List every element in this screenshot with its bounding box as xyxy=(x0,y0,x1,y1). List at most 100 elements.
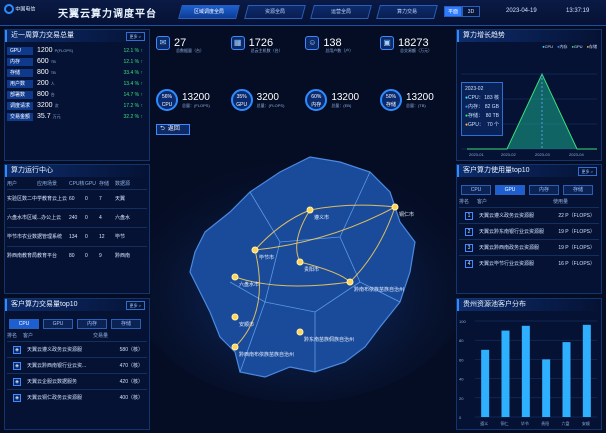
table-cell: 4 xyxy=(99,215,102,221)
series-dot-icon: ● xyxy=(465,113,469,119)
tooltip-row: ● GPU： 70 个 xyxy=(465,122,499,128)
bar[interactable] xyxy=(521,325,530,417)
more-button[interactable]: 更多 > xyxy=(125,32,145,41)
arrow-up-icon: ↑ xyxy=(139,113,143,120)
nav-trade[interactable]: 算力交易 xyxy=(376,5,438,19)
gauge-label: 总量：(EB) xyxy=(331,102,352,108)
list-item[interactable]: ◈ 天翼云黔西南银行业云资... 470（核） xyxy=(7,357,147,373)
tooltip-row: ● CPU： 183 核 xyxy=(465,95,499,101)
bar[interactable] xyxy=(501,330,510,417)
nav-resource[interactable]: 资源全局 xyxy=(244,5,306,19)
tab-storage[interactable]: 存储 xyxy=(563,185,593,195)
trade-stat-row: GPU 1200 P(FLOPS) 12.1 % ↑ xyxy=(7,45,147,56)
city-marker-icon[interactable] xyxy=(231,273,239,281)
city-marker-icon[interactable] xyxy=(231,343,239,351)
brand-mark-icon xyxy=(4,4,14,14)
trade-stat-row: 用户数 200 人 13.4 % ↑ xyxy=(7,78,147,89)
table-row[interactable]: 黔西南教育局 教育平台 80 0 9 黔西南 xyxy=(7,246,147,265)
stat-label: 总数据量（台） xyxy=(176,48,204,53)
table-cell: 毕节市农业数据管理系统 xyxy=(7,234,63,240)
rank-badge-icon: ◈ xyxy=(13,378,21,386)
arrow-up-icon: ↑ xyxy=(139,47,143,54)
list-item[interactable]: ◈ 天翼云企服云数据服务 420（核） xyxy=(7,373,147,389)
city-marker-icon[interactable] xyxy=(296,328,304,336)
list-item[interactable]: 3 天翼云黔西南政务云资源服 19 P（FLOPS） xyxy=(459,239,599,255)
bar[interactable] xyxy=(481,349,490,417)
table-cell: 0 xyxy=(85,215,88,221)
tab-gpu[interactable]: GPU xyxy=(495,185,525,195)
city-marker-icon[interactable] xyxy=(251,246,259,254)
stat-label: GPU xyxy=(7,46,33,55)
arrow-up-icon: ↑ xyxy=(139,69,143,76)
customer-name: 天翼云黔西南银行业云资... xyxy=(27,363,87,369)
legend-storage: ●存储 xyxy=(586,44,597,49)
brand-name: 中国电信 xyxy=(15,6,36,13)
tab-storage[interactable]: 存储 xyxy=(111,319,141,329)
city-marker-icon[interactable] xyxy=(296,258,304,266)
stat-value: 600 xyxy=(37,58,49,65)
gauge-value: 13200 xyxy=(405,91,434,103)
city-marker-icon[interactable] xyxy=(231,313,239,321)
stats-row: ✉ 27 总数据量（台） ▦ 1726 总云主机数（台） ☺ 138 总用户数（户） ▣ 18273… xyxy=(156,36,452,64)
stat-icon: ▣ xyxy=(379,36,394,50)
customer-name: 天翼云毕节行业云资源服 xyxy=(479,261,535,267)
bar[interactable] xyxy=(582,324,591,417)
x-tick: 安顺 xyxy=(582,420,590,426)
gauge-label: 总量：(FLOPS) xyxy=(256,102,285,108)
toggle-3d[interactable]: 3D xyxy=(462,6,480,17)
tab-memory[interactable]: 内存 xyxy=(529,185,559,195)
table-row[interactable]: 毕节市农业数据管理系统 134 0 12 毕节 xyxy=(7,227,147,246)
usage-value: 22 P（FLOPS） xyxy=(558,213,595,219)
back-arrow-icon: ⮌ xyxy=(160,126,165,132)
toggle-2d[interactable]: 平面 xyxy=(444,6,462,17)
rank-table: 排名 客户 交易量 ◈ 天翼云遵义政务云资源服 580（核） ◈ 天翼云黔西南银行业云资… xyxy=(5,332,149,405)
table-header: 排名 客户 使用量 xyxy=(459,199,569,205)
stat-icon: ☺ xyxy=(305,36,320,50)
trade-value: 580（核） xyxy=(119,347,143,353)
stat-label: 存储 xyxy=(7,68,33,77)
table-cell: 0 xyxy=(85,234,88,240)
city-marker-icon[interactable] xyxy=(306,206,314,214)
rank-badge-icon: ◈ xyxy=(13,394,21,402)
legend-memory: ●内存 xyxy=(557,44,568,49)
tab-gpu[interactable]: GPU xyxy=(43,319,73,329)
tooltip-row: ● 存储： 80 TB xyxy=(465,113,499,119)
nav-operation[interactable]: 运营全局 xyxy=(310,5,372,19)
gauge-name: CPU xyxy=(161,102,173,108)
city-label: 铜仁市 xyxy=(399,211,414,218)
list-item[interactable]: ◈ 天翼云遵义政务云资源服 580（核） xyxy=(7,341,147,357)
trade-value: 400（核） xyxy=(119,395,143,401)
bar[interactable] xyxy=(542,359,551,417)
bar[interactable] xyxy=(562,342,571,417)
nav-region[interactable]: 区域调度全局 xyxy=(178,5,240,19)
table-row[interactable]: 六盘水市区域...办公上云 240 0 4 六盘水 xyxy=(7,208,147,227)
tab-memory[interactable]: 内存 xyxy=(77,319,107,329)
city-label: 安顺市 xyxy=(239,321,254,328)
stat-unit: TB xyxy=(50,70,56,75)
table-row[interactable]: 实验区数二中学教育云上云 60 0 7 天翼 xyxy=(7,189,147,208)
list-item[interactable]: 2 天翼云黔东南银行业云资源服 19 P（FLOPS） xyxy=(459,223,599,239)
back-button[interactable]: ⮌ 返回 xyxy=(156,124,190,135)
x-tick: 遵义 xyxy=(480,420,488,426)
stat-unit: 次 xyxy=(54,102,59,108)
city-marker-icon[interactable] xyxy=(346,278,354,286)
rank-number: 1 xyxy=(465,212,473,220)
tab-cpu[interactable]: CPU xyxy=(461,185,491,195)
more-button[interactable]: 更多 > xyxy=(577,167,597,176)
tab-cpu[interactable]: CPU xyxy=(9,319,39,329)
x-tick: 2023-02 xyxy=(501,152,516,157)
arrow-up-icon: ↑ xyxy=(139,102,143,109)
more-button[interactable]: 更多 > xyxy=(125,301,145,310)
stat-value: 800 xyxy=(37,69,49,76)
list-item[interactable]: 1 天翼云遵义政务云资源服 22 P（FLOPS） xyxy=(459,207,599,223)
list-item[interactable]: ◈ 天翼云铜仁政务云资源服 400（核） xyxy=(7,389,147,405)
usage-value: 16 P（FLOPS） xyxy=(558,261,595,267)
usage-table: 排名 客户 使用量 1 天翼云遵义政务云资源服 22 P（FLOPS） 2 天翼云黔东南… xyxy=(457,198,601,271)
city-label: 毕节市 xyxy=(259,254,274,261)
list-item[interactable]: 4 天翼云毕节行业云资源服 16 P（FLOPS） xyxy=(459,255,599,271)
stat-unit: 台 xyxy=(50,91,55,97)
customer-name: 天翼云遵义政务云资源服 xyxy=(27,347,83,353)
city-marker-icon[interactable] xyxy=(391,203,399,211)
gauge-name: 存储 xyxy=(385,102,396,108)
stat-card: ✉ 27 总数据量（台） xyxy=(156,36,228,64)
